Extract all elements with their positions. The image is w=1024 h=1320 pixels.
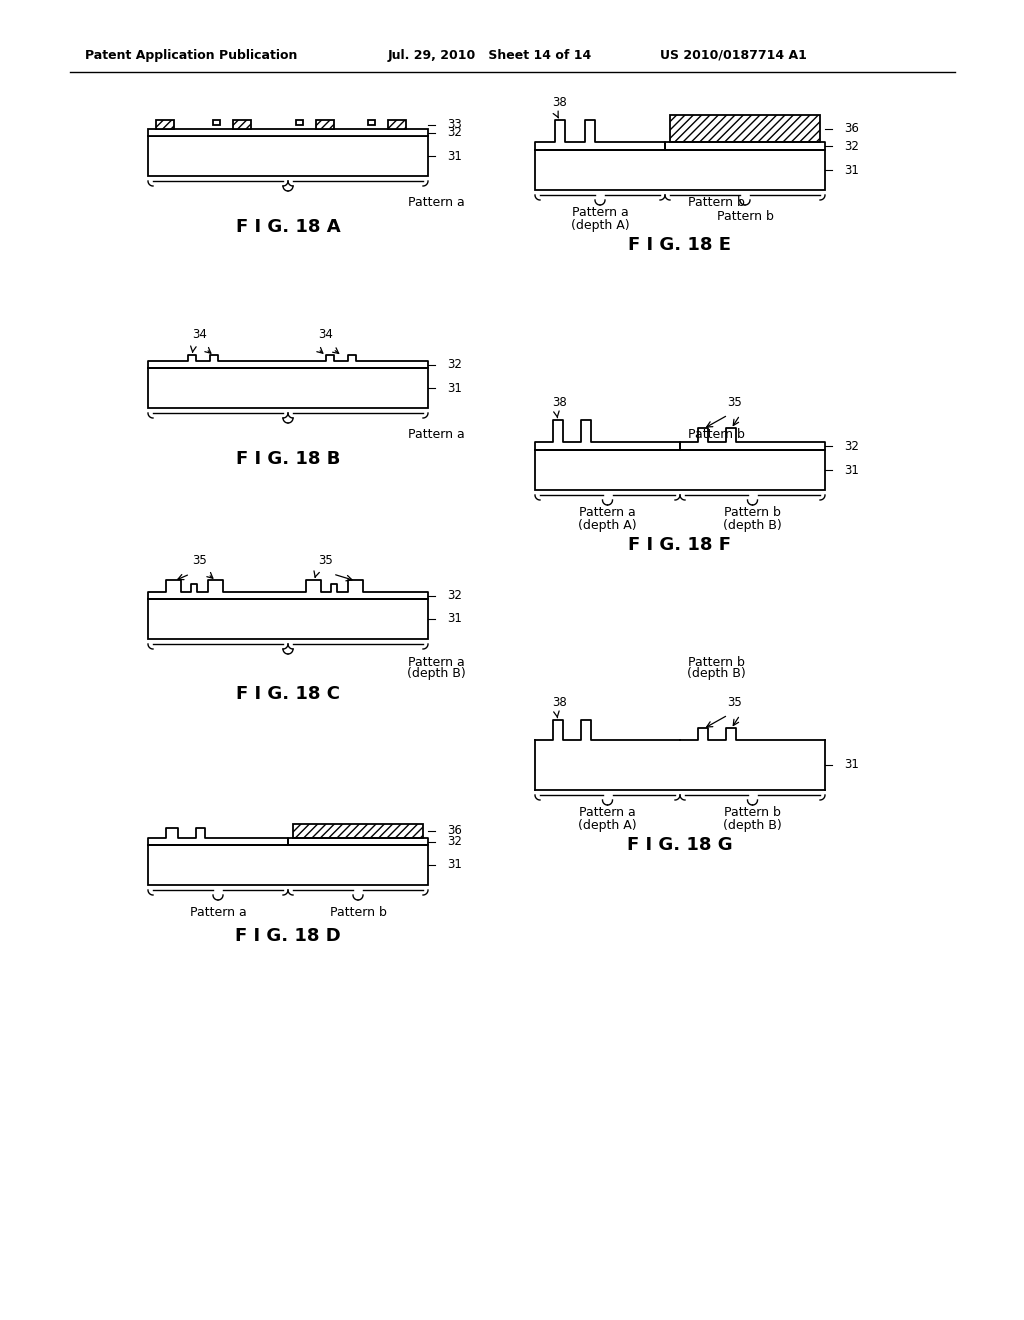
Bar (535, 450, 825, 490)
Bar (293, 824, 423, 838)
Bar (148, 368, 428, 408)
Bar (213, 120, 220, 125)
Text: Pattern a: Pattern a (408, 197, 464, 210)
Text: F I G. 18 E: F I G. 18 E (629, 236, 731, 253)
Bar (148, 845, 428, 884)
Text: 36: 36 (844, 121, 859, 135)
Text: Pattern a: Pattern a (408, 656, 464, 668)
Text: 35: 35 (318, 553, 334, 566)
Text: US 2010/0187714 A1: US 2010/0187714 A1 (660, 49, 807, 62)
Bar (233, 120, 251, 129)
Text: Jul. 29, 2010   Sheet 14 of 14: Jul. 29, 2010 Sheet 14 of 14 (388, 49, 592, 62)
Text: 32: 32 (447, 589, 462, 602)
Text: Pattern b: Pattern b (330, 906, 386, 919)
Text: 35: 35 (728, 696, 742, 709)
Text: Pattern b: Pattern b (687, 429, 744, 441)
Text: 31: 31 (447, 612, 462, 626)
Text: Pattern a: Pattern a (189, 906, 247, 919)
Text: 34: 34 (193, 329, 208, 342)
Text: (depth B): (depth B) (687, 668, 745, 681)
Text: 35: 35 (193, 553, 208, 566)
Text: 38: 38 (553, 696, 567, 709)
Text: 33: 33 (447, 117, 462, 131)
Text: (depth B): (depth B) (723, 818, 781, 832)
Text: F I G. 18 B: F I G. 18 B (236, 450, 340, 469)
Text: 31: 31 (844, 164, 859, 177)
Text: 31: 31 (447, 149, 462, 162)
Text: Pattern b: Pattern b (687, 656, 744, 668)
Text: (depth B): (depth B) (723, 519, 781, 532)
Text: 38: 38 (553, 396, 567, 408)
Text: 32: 32 (447, 358, 462, 371)
Text: Patent Application Publication: Patent Application Publication (85, 49, 297, 62)
Text: 31: 31 (844, 463, 859, 477)
Text: Pattern a: Pattern a (571, 206, 629, 219)
Text: 32: 32 (844, 440, 859, 453)
Text: 35: 35 (728, 396, 742, 408)
Text: 32: 32 (844, 140, 859, 153)
Text: Pattern b: Pattern b (724, 507, 780, 520)
Text: 31: 31 (447, 381, 462, 395)
Text: (depth A): (depth A) (578, 818, 636, 832)
Text: (depth B): (depth B) (407, 668, 465, 681)
Text: 38: 38 (553, 95, 567, 108)
Text: F I G. 18 C: F I G. 18 C (236, 685, 340, 704)
Text: Pattern b: Pattern b (724, 807, 780, 820)
Text: (depth A): (depth A) (570, 219, 630, 231)
Bar (148, 599, 428, 639)
Text: F I G. 18 D: F I G. 18 D (236, 927, 341, 945)
Text: 31: 31 (447, 858, 462, 871)
Bar (388, 120, 406, 129)
Text: (depth A): (depth A) (578, 519, 636, 532)
Text: Pattern b: Pattern b (717, 210, 773, 223)
Text: Pattern a: Pattern a (579, 507, 635, 520)
Text: Pattern a: Pattern a (579, 807, 635, 820)
Text: F I G. 18 A: F I G. 18 A (236, 218, 340, 236)
Bar (316, 120, 334, 129)
Text: 32: 32 (447, 836, 462, 847)
Text: 31: 31 (844, 759, 859, 771)
Bar (368, 120, 375, 125)
Text: F I G. 18 F: F I G. 18 F (629, 536, 731, 554)
Text: F I G. 18 G: F I G. 18 G (627, 836, 733, 854)
Text: 36: 36 (447, 825, 462, 837)
Bar (156, 120, 174, 129)
Text: 34: 34 (318, 329, 334, 342)
Text: Pattern a: Pattern a (408, 429, 464, 441)
Bar (148, 129, 428, 136)
Bar (296, 120, 303, 125)
Bar (148, 136, 428, 176)
Text: Pattern b: Pattern b (687, 197, 744, 210)
Text: 32: 32 (447, 125, 462, 139)
Bar (670, 115, 820, 143)
Bar (535, 150, 825, 190)
